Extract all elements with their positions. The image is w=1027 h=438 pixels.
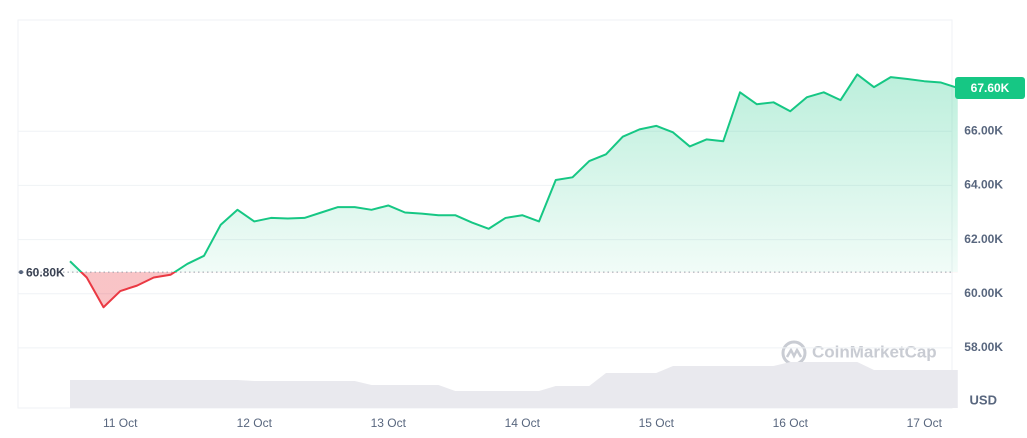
baseline-label: 60.80K: [26, 265, 65, 279]
price-line: [69, 73, 959, 309]
watermark-text: CoinMarketCap: [812, 342, 937, 361]
x-tick-label: 15 Oct: [639, 416, 675, 430]
y-tick-label: 62.00K: [964, 232, 1003, 246]
last-value-box: [955, 76, 1025, 99]
y-tick-label: 64.00K: [964, 178, 1003, 192]
x-tick-label: 16 Oct: [773, 416, 809, 430]
x-tick-label: 13 Oct: [371, 416, 407, 430]
x-tick-label: 17 Oct: [907, 416, 943, 430]
y-axis-label: USD: [970, 392, 997, 407]
baseline-dot: [19, 270, 23, 275]
x-tick-label: 11 Oct: [103, 416, 138, 430]
x-tick-label: 12 Oct: [237, 416, 273, 430]
y-tick-label: 66.00K: [964, 123, 1003, 137]
y-tick-label: 60.00K: [964, 286, 1003, 300]
x-tick-label: 14 Oct: [505, 416, 541, 430]
y-tick-label: 58.00K: [964, 340, 1003, 354]
watermark: CoinMarketCap: [781, 340, 937, 366]
last-value-label: 67.60K: [971, 81, 1010, 95]
price-area: [70, 74, 958, 308]
volume-area: [70, 362, 958, 408]
